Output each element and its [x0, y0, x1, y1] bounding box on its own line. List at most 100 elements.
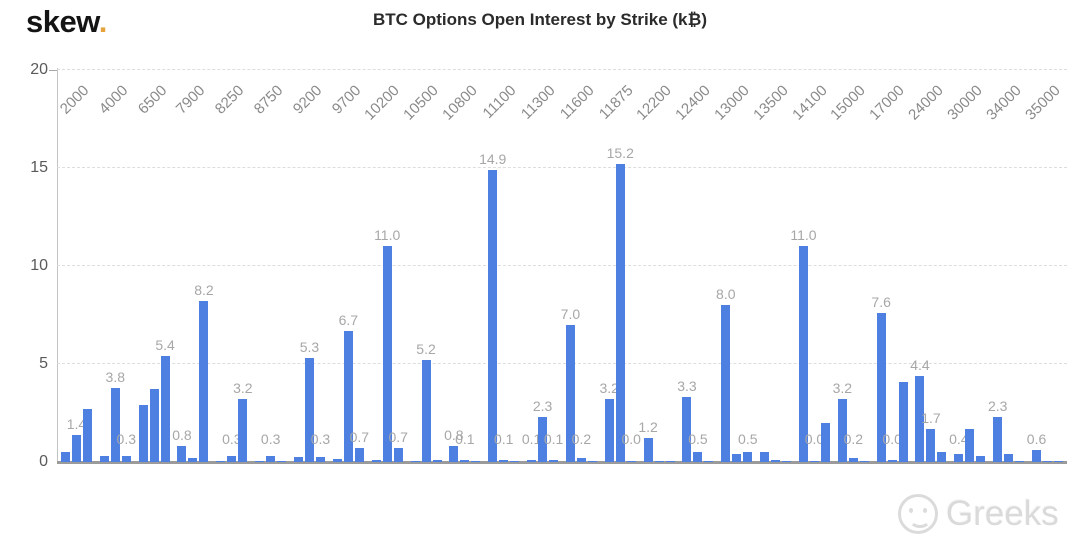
bar-value-label: 0.5 [738, 431, 758, 447]
strike-group-10200: 11.0 0.7 10200 [362, 70, 408, 462]
x-tick-label-35000: 35000 [1021, 82, 1064, 124]
strike-group-4000: 3.8 0.3 4000 [96, 70, 136, 462]
bar-34000-0 [993, 417, 1003, 462]
bar-30000-2 [976, 456, 986, 462]
bar-value-label: 0.3 [116, 431, 136, 447]
bar-30000-1 [965, 429, 975, 462]
bar-value-label: 4.4 [910, 357, 930, 373]
strike-group-9200: 5.3 0.3 9200 [290, 70, 330, 462]
bar-11600-0 [565, 325, 575, 462]
x-tick-label-12400: 12400 [672, 82, 714, 124]
strike-group-13000: 8.0 0.5 13000 [711, 70, 758, 462]
bar-4000-1 [110, 388, 120, 462]
bar-13500-1 [771, 460, 781, 462]
bar-value-label: 11.0 [374, 227, 401, 243]
bar-2000-0 [60, 452, 70, 462]
x-tick-label-2000: 2000 [56, 82, 93, 118]
bar-12200-2 [665, 461, 675, 462]
bar-13500-0 [760, 452, 770, 462]
bar-2000-2 [82, 409, 92, 462]
strike-group-8750: 0.3 8750 [251, 70, 290, 462]
bar-7900-1 [188, 458, 198, 462]
x-tick-label-6500: 6500 [134, 82, 171, 118]
bar-10200-2 [393, 448, 403, 462]
bar-10200-0 [371, 460, 381, 462]
chart-title: BTC Options Open Interest by Strike (k₿) [372, 10, 708, 29]
bar-9700-0 [332, 459, 342, 462]
bar-9200-2 [315, 457, 325, 462]
bar-24000-2 [937, 452, 947, 462]
bar-value-label: 3.2 [233, 380, 253, 396]
bar-13500-2 [782, 461, 792, 462]
strike-group-11300: 0.1 2.3 0.1 11300 [518, 70, 564, 462]
bar-value-label: 0.4 [949, 431, 969, 447]
bar-11100-1 [499, 460, 509, 462]
bar-value-label: 0.1 [543, 431, 564, 447]
gridline-10 [57, 265, 1067, 266]
bar-11875-1 [615, 164, 625, 462]
bar-10800-0 [449, 446, 459, 462]
bar-11875-2 [626, 461, 636, 462]
bar-6500-2 [160, 356, 170, 462]
bar-12400-0 [682, 397, 692, 462]
strike-group-35000: 0.6 35000 [1022, 70, 1067, 462]
bar-value-label: 0.0 [882, 431, 902, 447]
bar-value-label: 8.0 [716, 286, 736, 302]
x-tick-label-11600: 11600 [556, 82, 598, 123]
plot-area: 1.4 2000 3.8 0.3 4000 5.4 6500 0.8 8.2 7900 0.3 3.2… [56, 69, 1067, 462]
bar-value-label: 8.2 [194, 282, 214, 298]
x-tick-label-34000: 34000 [983, 82, 1025, 124]
bar-10500-2 [432, 460, 442, 462]
bar-value-label: 0.6 [1026, 431, 1047, 447]
strike-group-7900: 0.8 8.2 7900 [172, 70, 214, 462]
gridline-15 [57, 167, 1067, 168]
bar-8250-1 [227, 456, 237, 462]
bar-value-label: 0.8 [172, 427, 192, 443]
bar-35000-2 [1054, 461, 1064, 462]
bar-value-label: 2.3 [987, 398, 1008, 414]
bar-34000-1 [1004, 454, 1014, 462]
bar-8750-2 [277, 461, 287, 462]
x-tick-label-14100: 14100 [788, 82, 831, 124]
bar-15000-2 [859, 461, 869, 462]
bar-10800-2 [471, 461, 481, 462]
x-axis-baseline [57, 461, 1067, 464]
bar-35000-0 [1032, 450, 1042, 462]
y-tick-label-10: 10 [30, 257, 48, 274]
bar-value-label: 11.0 [790, 227, 817, 243]
bar-8250-0 [216, 461, 226, 462]
bar-9700-2 [354, 448, 364, 462]
bar-12200-1 [654, 461, 664, 462]
x-tick-label-10800: 10800 [439, 82, 481, 124]
x-tick-label-7900: 7900 [173, 82, 209, 118]
skew-logo-text: skew [26, 4, 99, 39]
watermark: Greeks [898, 494, 1059, 534]
bar-10500-1 [421, 360, 431, 462]
bar-11100-2 [510, 461, 520, 462]
strike-group-11875: 3.2 15.2 0.0 11875 [595, 70, 641, 462]
smiley-face-icon [898, 494, 938, 534]
y-tick-label-0: 0 [39, 453, 48, 470]
gridline-5 [57, 363, 1067, 364]
bar-value-label: 0.7 [349, 429, 370, 445]
skew-logo: skew. [26, 4, 107, 40]
bar-value-label: 3.3 [677, 378, 697, 394]
bar-11300-1 [538, 417, 548, 462]
bar-11100-0 [488, 170, 498, 462]
bar-value-label: 1.2 [638, 419, 658, 435]
bar-value-label: 0.2 [843, 431, 864, 447]
bar-34000-2 [1015, 461, 1025, 462]
bar-14100-0 [798, 246, 808, 462]
x-tick-label-8750: 8750 [250, 82, 287, 118]
x-tick-label-13000: 13000 [711, 82, 753, 124]
bar-9200-1 [304, 358, 314, 462]
bar-value-label: 0.3 [222, 431, 242, 447]
x-tick-label-9700: 9700 [328, 82, 365, 118]
bar-13000-2 [743, 452, 753, 462]
strike-group-12200: 1.2 12200 [633, 70, 679, 462]
bar-value-label: 7.0 [560, 306, 581, 322]
x-tick-label-11100: 11100 [479, 82, 520, 122]
bar-15000-0 [837, 399, 847, 462]
bar-value-label: 14.9 [479, 151, 507, 167]
bar-30000-0 [954, 454, 964, 462]
